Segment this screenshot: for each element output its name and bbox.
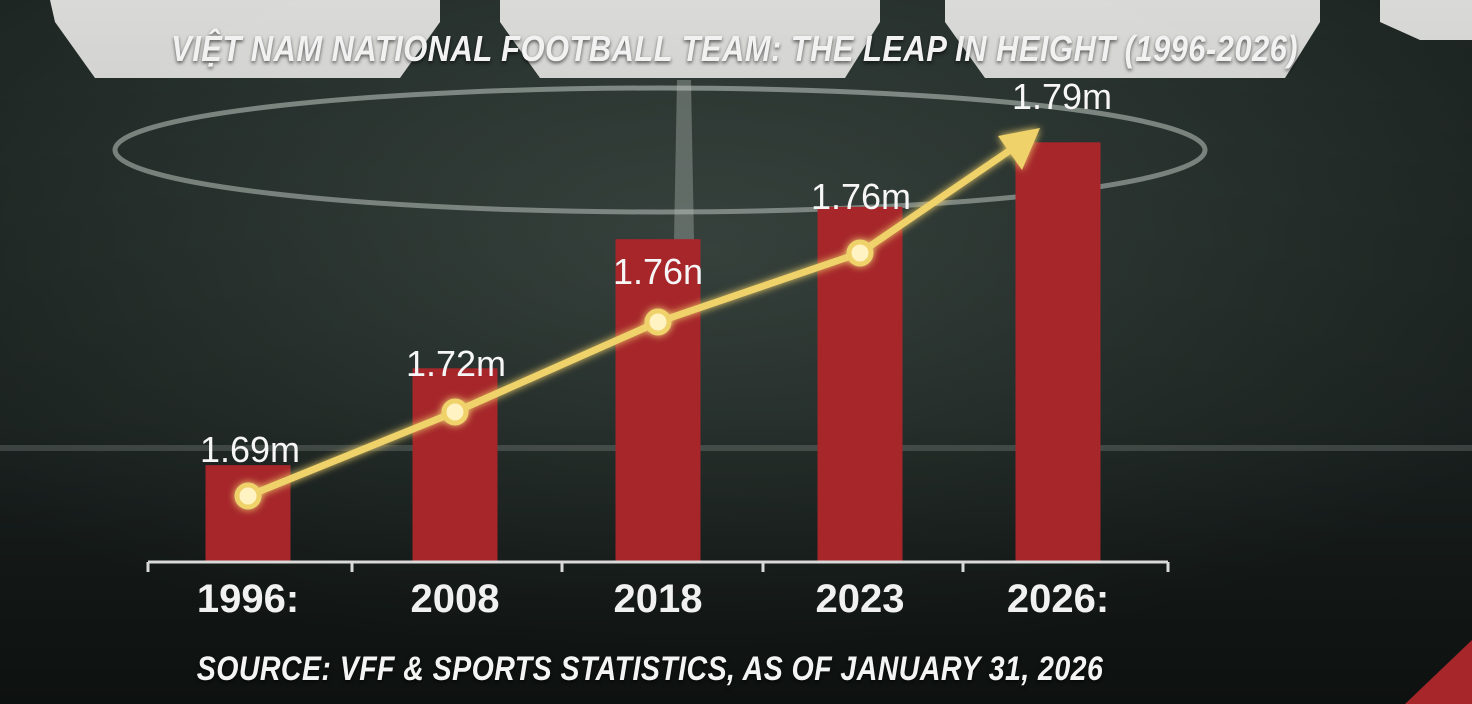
data-labels-layer: 1.69m 1.72m 1.76n 1.76m 1.79m — [200, 76, 1112, 470]
trend-point — [846, 239, 874, 267]
trend-point — [644, 308, 672, 336]
x-tick-label: 2023 — [816, 577, 905, 621]
trend-line-layer — [234, 128, 1040, 510]
x-tick-label: 2018 — [614, 577, 703, 621]
data-label: 1.79m — [1012, 76, 1112, 117]
x-tick-label: 2026: — [1007, 577, 1109, 621]
trend-point — [234, 482, 262, 510]
bar-2018 — [615, 239, 701, 562]
corner-accent — [1405, 640, 1472, 704]
bar-1996 — [205, 465, 291, 562]
data-label: 1.76n — [613, 251, 703, 292]
x-axis: 1996: 2008 2018 2023 2026: — [146, 560, 1170, 621]
data-label: 1.76m — [811, 176, 911, 217]
source-note: SOURCE: VFF & SPORTS STATISTICS, AS OF J… — [196, 650, 1104, 688]
chart-title: VIỆT NAM NATIONAL FOOTBALL TEAM: THE LEA… — [171, 28, 1299, 69]
bars-layer — [205, 142, 1101, 563]
trend-point — [441, 398, 469, 426]
bar-2026 — [1015, 142, 1101, 563]
x-tick-label: 1996: — [197, 577, 299, 621]
x-tick-label: 2008 — [411, 577, 500, 621]
data-label: 1.72m — [406, 343, 506, 384]
trend-arrowhead — [998, 128, 1040, 170]
data-label: 1.69m — [200, 429, 300, 470]
